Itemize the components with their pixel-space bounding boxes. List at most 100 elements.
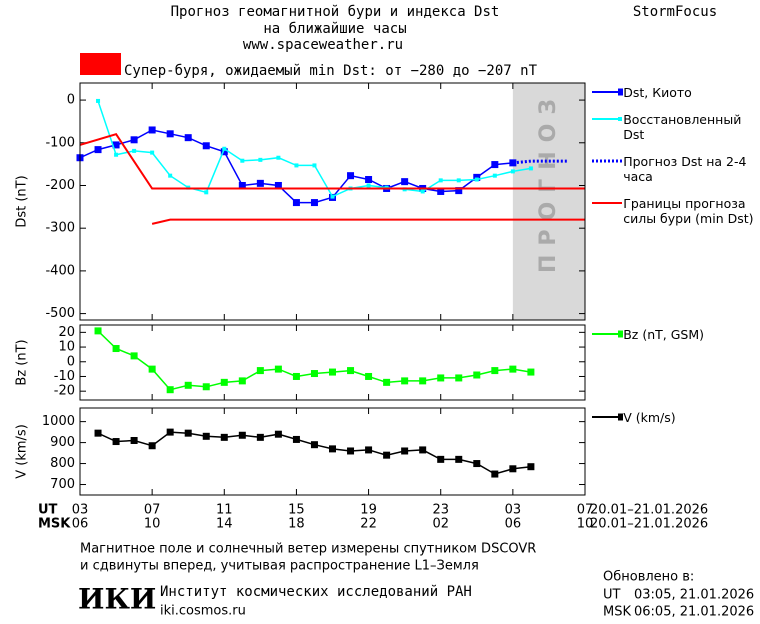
point bbox=[184, 429, 192, 437]
point bbox=[204, 190, 209, 195]
x-tick-label: 02 bbox=[432, 517, 449, 532]
point bbox=[527, 463, 535, 471]
point bbox=[492, 173, 497, 178]
point bbox=[112, 141, 120, 149]
x-row-label: UT bbox=[38, 503, 58, 518]
legend: V (km/s) bbox=[590, 410, 760, 437]
point bbox=[168, 173, 173, 178]
point bbox=[329, 445, 336, 453]
point bbox=[94, 429, 102, 437]
point bbox=[365, 372, 373, 380]
point bbox=[474, 177, 479, 182]
point bbox=[166, 130, 174, 138]
series-line bbox=[512, 159, 567, 165]
point bbox=[274, 365, 282, 373]
y-tick-label: 0 bbox=[67, 93, 75, 108]
y-tick-label: 10 bbox=[58, 340, 75, 355]
point bbox=[184, 134, 192, 142]
x-tick-label: 11 bbox=[216, 503, 233, 518]
point bbox=[473, 371, 481, 379]
brand: StormFocus bbox=[633, 4, 717, 20]
legend-label: Прогноз Dst на 2-4 часа bbox=[623, 154, 747, 184]
note: и сдвинуты вперед, учитывая распростране… bbox=[80, 559, 479, 574]
legend-label: V (km/s) bbox=[623, 410, 676, 425]
note: Магнитное поле и солнечный ветер измерен… bbox=[80, 542, 536, 557]
legend-item: Dst, Киото bbox=[590, 85, 760, 100]
x-tick-label: 07 bbox=[144, 503, 161, 518]
point bbox=[473, 460, 481, 468]
x-tick-label: 07 bbox=[577, 503, 594, 518]
y-tick-label: -300 bbox=[45, 221, 75, 236]
point bbox=[294, 163, 299, 168]
x-tick-label: 03 bbox=[72, 503, 89, 518]
point bbox=[310, 199, 318, 207]
point bbox=[220, 378, 228, 386]
x-row-label: MSK bbox=[38, 517, 71, 532]
series-line bbox=[97, 330, 532, 391]
point bbox=[94, 146, 102, 154]
point bbox=[220, 148, 228, 156]
point bbox=[258, 157, 263, 162]
point bbox=[455, 455, 463, 463]
x-tick-label: 22 bbox=[360, 517, 377, 532]
point bbox=[202, 142, 210, 150]
x-tick-label: 10 bbox=[144, 517, 161, 532]
point bbox=[437, 455, 445, 463]
legend-label: Восстановленный Dst bbox=[623, 112, 742, 142]
x-tick-label: 10 bbox=[577, 517, 594, 532]
site: iki.cosmos.ru bbox=[160, 604, 246, 619]
storm-swatch bbox=[80, 53, 121, 75]
point bbox=[238, 377, 246, 385]
x-tick-label: 06 bbox=[505, 517, 522, 532]
legend-item: Прогноз Dst на 2-4 часа bbox=[590, 154, 760, 184]
y-tick-label: -400 bbox=[45, 263, 75, 278]
point bbox=[240, 158, 245, 163]
point bbox=[130, 136, 138, 144]
date-range: 20.01–21.01.2026 bbox=[590, 503, 708, 518]
y-axis-label: Dst (nT) bbox=[15, 175, 30, 227]
y-tick-label: -100 bbox=[45, 135, 75, 150]
y-tick-label: -20 bbox=[54, 384, 75, 399]
url: www.spaceweather.ru bbox=[243, 37, 403, 53]
frame bbox=[79, 324, 586, 401]
series-line bbox=[80, 133, 585, 190]
point bbox=[166, 386, 174, 394]
frame bbox=[79, 407, 586, 496]
point bbox=[437, 187, 445, 195]
point bbox=[132, 148, 137, 153]
updated-title: Обновлено в: bbox=[603, 570, 694, 585]
point bbox=[114, 152, 119, 157]
series-line bbox=[97, 431, 531, 475]
point bbox=[491, 161, 499, 169]
point bbox=[347, 367, 355, 375]
y-tick-label: 700 bbox=[50, 477, 75, 492]
legend-marker bbox=[618, 88, 624, 96]
logo: ИКИ bbox=[78, 583, 156, 616]
title: Прогноз геомагнитной бури и индекса Dst bbox=[171, 4, 500, 20]
forecast-label: ПРОГНОЗ bbox=[536, 90, 561, 273]
point bbox=[419, 446, 427, 454]
x-tick-label: 03 bbox=[505, 503, 522, 518]
legend-marker bbox=[618, 413, 624, 421]
point bbox=[148, 442, 156, 450]
point bbox=[455, 187, 463, 195]
point bbox=[312, 163, 317, 168]
point bbox=[292, 372, 300, 380]
y-tick-label: 20 bbox=[58, 325, 75, 340]
point bbox=[455, 374, 463, 382]
institute: Институт космических исследований РАН bbox=[160, 584, 472, 600]
legend-label: Границы прогноза силы бури (min Dst) bbox=[623, 196, 754, 226]
updated-label: MSK bbox=[603, 605, 631, 620]
point bbox=[256, 179, 264, 187]
y-tick-label: 0 bbox=[67, 354, 75, 369]
x-tick-label: 15 bbox=[288, 503, 305, 518]
legend: Bz (nT, GSM) bbox=[590, 327, 760, 354]
point bbox=[112, 345, 120, 353]
date-range: 20.01–21.01.2026 bbox=[590, 517, 708, 532]
point bbox=[310, 370, 318, 378]
legend-item: V (km/s) bbox=[590, 410, 760, 425]
point bbox=[527, 368, 535, 376]
point bbox=[383, 378, 391, 386]
